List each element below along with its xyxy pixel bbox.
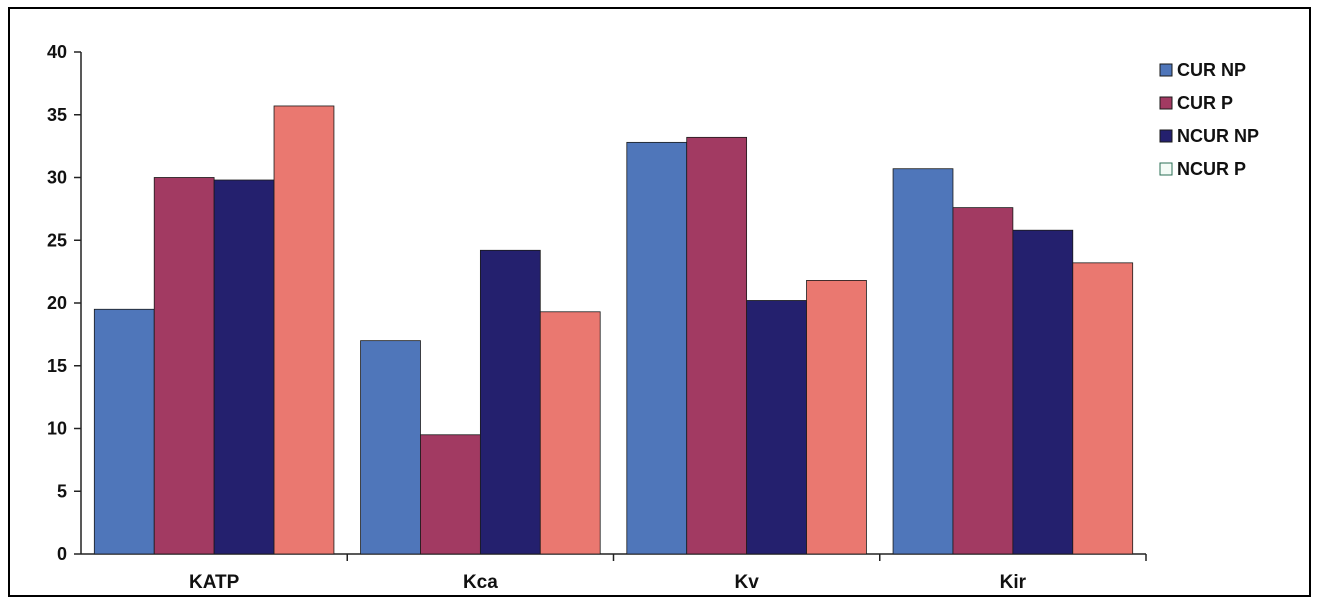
bar-kv-cur-np — [626, 141, 688, 555]
bars — [93, 105, 1134, 555]
y-tick-label: 40 — [47, 42, 67, 62]
axis-labels: 0 5 10 15 20 25 30 35 40 KATP Kca Kv Kir — [47, 42, 1027, 593]
legend-label: CUR NP — [1177, 60, 1246, 80]
x-category-label: KATP — [189, 572, 240, 593]
bar-kv-ncur-p — [806, 280, 867, 555]
y-tick-label: 0 — [57, 544, 67, 564]
bar-katp-ncur-p — [273, 105, 335, 555]
bar-kca-cur-np — [360, 340, 421, 555]
bar-katp-cur-np — [93, 308, 155, 555]
y-tick-label: 20 — [47, 293, 67, 313]
bar-kv-cur-p — [686, 136, 748, 555]
bar-kv-ncur-np — [746, 300, 807, 555]
legend-label: NCUR P — [1177, 159, 1246, 179]
bar-kir-ncur-np — [1012, 229, 1074, 555]
legend-swatch — [1159, 129, 1173, 143]
bar-katp-cur-p — [153, 177, 215, 555]
y-tick-label: 15 — [47, 356, 67, 376]
y-tick-label: 35 — [47, 105, 67, 125]
y-tick-label: 30 — [47, 168, 67, 188]
bar-kir-cur-np — [892, 168, 954, 555]
y-tick-label: 25 — [47, 230, 67, 250]
y-tick-label: 5 — [57, 481, 67, 501]
bar-kca-cur-p — [420, 434, 481, 555]
x-category-label: Kca — [463, 572, 498, 593]
legend-label: CUR P — [1177, 93, 1233, 113]
bar-katp-ncur-np — [213, 179, 275, 555]
bar-kca-ncur-p — [539, 311, 601, 555]
legend-swatch — [1159, 63, 1173, 77]
legend-swatch — [1159, 96, 1173, 110]
bar-kir-ncur-p — [1072, 262, 1134, 555]
legend: CUR NP CUR P NCUR NP NCUR P — [1159, 60, 1259, 179]
legend-swatch — [1159, 162, 1173, 176]
x-category-label: Kv — [734, 572, 759, 593]
x-category-label: Kir — [1000, 572, 1027, 593]
legend-label: NCUR NP — [1177, 126, 1259, 146]
bar-kir-cur-p — [952, 207, 1014, 555]
y-tick-label: 10 — [47, 419, 67, 439]
bar-kca-ncur-np — [479, 249, 541, 555]
